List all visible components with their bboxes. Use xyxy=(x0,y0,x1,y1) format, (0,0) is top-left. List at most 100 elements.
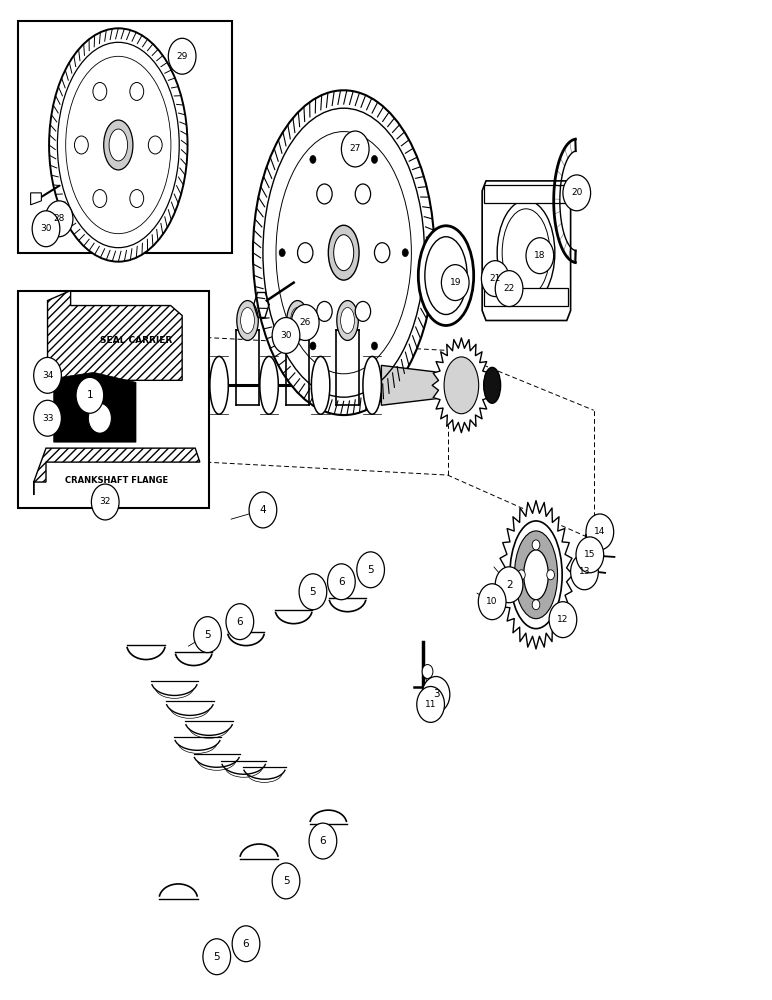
Circle shape xyxy=(417,686,445,722)
Text: 29: 29 xyxy=(177,52,188,61)
Circle shape xyxy=(226,604,254,640)
Text: 15: 15 xyxy=(584,550,595,559)
Circle shape xyxy=(203,939,231,975)
Circle shape xyxy=(317,301,332,321)
Circle shape xyxy=(317,184,332,204)
Bar xyxy=(19,21,232,253)
Polygon shape xyxy=(48,291,182,380)
Text: 10: 10 xyxy=(486,597,498,606)
Circle shape xyxy=(495,567,523,603)
Circle shape xyxy=(422,677,450,712)
Text: 34: 34 xyxy=(42,371,53,380)
Text: 5: 5 xyxy=(310,587,317,597)
Text: 28: 28 xyxy=(53,214,65,223)
Text: 21: 21 xyxy=(489,274,501,283)
Circle shape xyxy=(576,537,604,573)
Circle shape xyxy=(299,574,327,610)
Circle shape xyxy=(422,665,433,679)
Ellipse shape xyxy=(237,301,259,340)
Polygon shape xyxy=(31,193,42,205)
Circle shape xyxy=(586,514,614,550)
Text: 6: 6 xyxy=(236,617,243,627)
Ellipse shape xyxy=(241,308,255,333)
Polygon shape xyxy=(34,448,200,495)
Circle shape xyxy=(273,863,300,899)
Text: SEAL CARRIER: SEAL CARRIER xyxy=(100,336,172,345)
Circle shape xyxy=(194,617,222,653)
Circle shape xyxy=(547,570,554,580)
Circle shape xyxy=(310,342,316,350)
Ellipse shape xyxy=(484,367,500,403)
Circle shape xyxy=(74,136,88,154)
Circle shape xyxy=(495,271,523,307)
Circle shape xyxy=(148,136,162,154)
Circle shape xyxy=(130,190,144,208)
Text: 3: 3 xyxy=(432,689,439,699)
Circle shape xyxy=(34,400,62,436)
Circle shape xyxy=(46,201,73,237)
Text: 22: 22 xyxy=(503,284,515,293)
Ellipse shape xyxy=(444,357,479,414)
Circle shape xyxy=(549,602,577,638)
Ellipse shape xyxy=(363,356,381,414)
Ellipse shape xyxy=(334,235,354,271)
Text: 5: 5 xyxy=(367,565,374,575)
Text: 20: 20 xyxy=(571,188,582,197)
Ellipse shape xyxy=(191,308,205,333)
Circle shape xyxy=(341,131,369,167)
Ellipse shape xyxy=(103,120,133,170)
Text: 30: 30 xyxy=(40,224,52,233)
Circle shape xyxy=(402,249,408,257)
Ellipse shape xyxy=(337,301,358,340)
Text: 5: 5 xyxy=(283,876,290,886)
Bar xyxy=(575,564,581,576)
Circle shape xyxy=(532,540,540,550)
Ellipse shape xyxy=(418,226,474,325)
Ellipse shape xyxy=(286,301,308,340)
Text: 26: 26 xyxy=(300,318,311,327)
Ellipse shape xyxy=(290,308,304,333)
Circle shape xyxy=(482,261,509,297)
Text: 6: 6 xyxy=(320,836,327,846)
Circle shape xyxy=(168,38,196,74)
Circle shape xyxy=(357,552,384,588)
Text: 4: 4 xyxy=(259,505,266,515)
Circle shape xyxy=(479,584,506,620)
Circle shape xyxy=(76,377,103,413)
Circle shape xyxy=(371,155,378,163)
Ellipse shape xyxy=(311,356,330,414)
Ellipse shape xyxy=(514,531,557,619)
Polygon shape xyxy=(105,340,167,431)
Text: 5: 5 xyxy=(214,952,220,962)
Polygon shape xyxy=(381,365,471,405)
Circle shape xyxy=(279,249,285,257)
Text: 13: 13 xyxy=(579,567,591,576)
Circle shape xyxy=(297,243,313,263)
Ellipse shape xyxy=(187,301,208,340)
Text: 18: 18 xyxy=(534,251,546,260)
Ellipse shape xyxy=(425,237,467,315)
Circle shape xyxy=(130,82,144,100)
Circle shape xyxy=(489,272,499,286)
Circle shape xyxy=(93,82,107,100)
Ellipse shape xyxy=(157,356,176,414)
Circle shape xyxy=(249,492,277,528)
Ellipse shape xyxy=(497,200,555,305)
Circle shape xyxy=(327,564,355,600)
Circle shape xyxy=(563,175,591,211)
Circle shape xyxy=(526,238,554,274)
Text: 1: 1 xyxy=(86,390,93,400)
Circle shape xyxy=(291,305,319,340)
Circle shape xyxy=(88,403,111,433)
Bar xyxy=(485,185,567,203)
Text: 2: 2 xyxy=(506,580,513,590)
Bar xyxy=(19,291,209,508)
Ellipse shape xyxy=(340,308,354,333)
Text: 12: 12 xyxy=(557,615,569,624)
Circle shape xyxy=(91,484,119,520)
Circle shape xyxy=(571,554,598,590)
Text: 14: 14 xyxy=(594,527,605,536)
Ellipse shape xyxy=(116,356,156,415)
Circle shape xyxy=(93,190,107,208)
Circle shape xyxy=(532,600,540,610)
